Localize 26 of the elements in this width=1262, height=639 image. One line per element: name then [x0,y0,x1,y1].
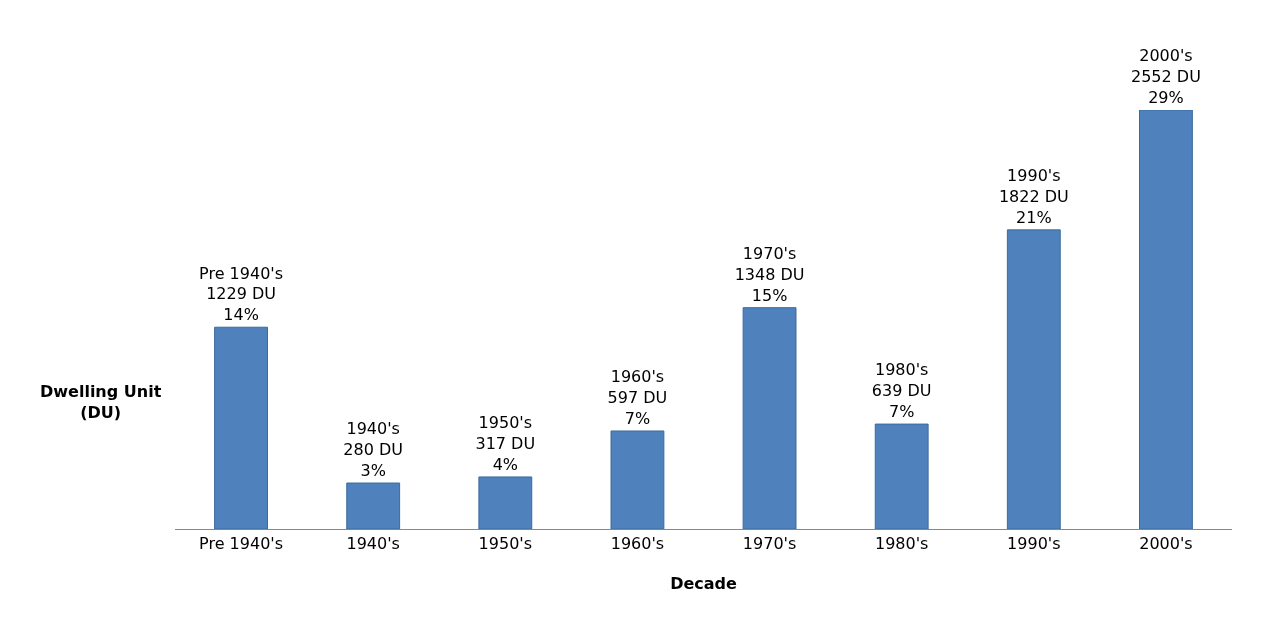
x-tick-label: 2000's [1139,534,1193,554]
data-label: Pre 1940's 1229 DU 14% [199,263,284,325]
bar [478,476,533,529]
x-axis-title: Decade [670,573,738,593]
data-label: 1980's 639 DU 7% [871,360,932,422]
data-label: 1950's 317 DU 4% [475,413,536,474]
bar [214,326,268,529]
bar [742,307,797,529]
x-tick-label: 1980's [874,534,929,554]
x-tick-label: Pre 1940's [199,534,284,554]
data-label: 2000's 2552 DU 29% [1131,46,1201,107]
data-label: 1960's 597 DU 7% [607,367,668,428]
bar [1139,110,1193,529]
bar [874,423,929,529]
bar [610,430,665,529]
x-tick-label: 1960's [610,534,665,554]
data-label: 1990's 1822 DU 21% [998,166,1069,227]
x-tick-label: 1970's [742,534,797,554]
bar [346,482,401,529]
x-tick-label: 1940's [346,534,400,554]
x-tick-label: 1990's [1007,534,1061,554]
y-axis-title: Dwelling Unit (DU) [40,382,162,422]
bar [1006,229,1061,529]
x-tick-label: 1950's [478,534,533,554]
data-label: 1940's 280 DU 3% [343,419,404,481]
data-label: 1970's 1348 DU 15% [734,244,805,305]
